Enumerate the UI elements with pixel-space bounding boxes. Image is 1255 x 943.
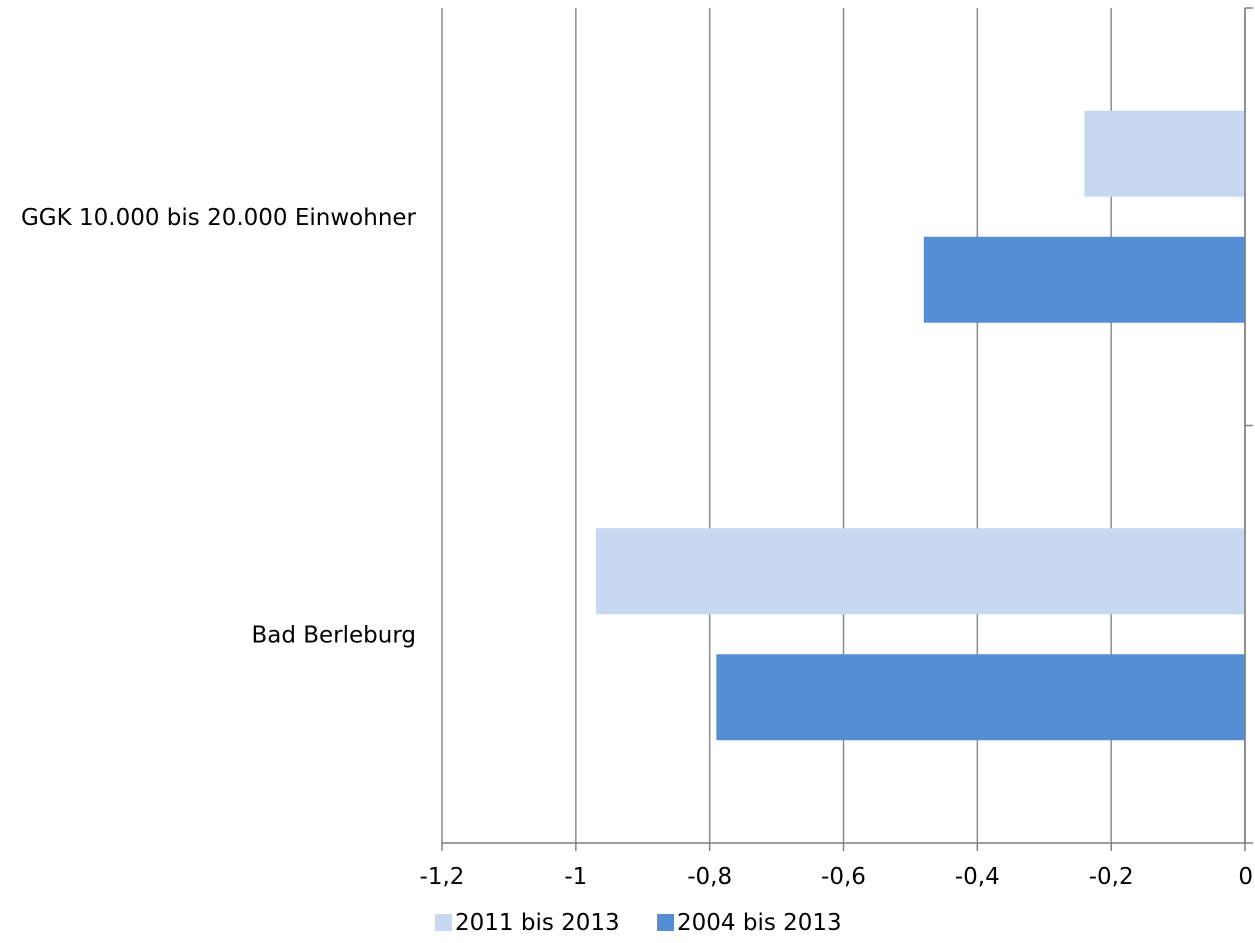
legend-label-1: 2004 bis 2013 bbox=[677, 910, 842, 936]
x-tick-label-5: -0,2 bbox=[1089, 864, 1134, 890]
bar-0-0 bbox=[1084, 110, 1245, 197]
x-tick-label-4: -0,4 bbox=[955, 864, 1000, 890]
bar-1-0 bbox=[595, 528, 1245, 615]
category-label-1: Bad Berleburg bbox=[251, 622, 416, 648]
x-tick-label-1: -1 bbox=[564, 864, 587, 890]
legend: 2011 bis 2013 2004 bis 2013 bbox=[435, 910, 842, 936]
bar-0-1 bbox=[923, 236, 1245, 323]
bars bbox=[595, 110, 1245, 741]
category-labels: GGK 10.000 bis 20.000 Einwohner Bad Berle… bbox=[21, 205, 417, 649]
axes bbox=[441, 7, 1253, 851]
x-tick-label-2: -0,8 bbox=[687, 864, 732, 890]
x-tick-label-0: -1,2 bbox=[420, 864, 465, 890]
x-axis-tick-labels: -1,2 -1 -0,8 -0,6 -0,4 -0,2 0 bbox=[420, 864, 1253, 890]
bar-1-1 bbox=[716, 654, 1245, 741]
legend-label-0: 2011 bis 2013 bbox=[455, 910, 620, 936]
legend-swatch-0 bbox=[435, 914, 452, 931]
category-label-0: GGK 10.000 bis 20.000 Einwohner bbox=[21, 205, 417, 231]
x-tick-label-6: 0 bbox=[1238, 864, 1253, 890]
legend-swatch-1 bbox=[657, 914, 674, 931]
x-tick-label-3: -0,6 bbox=[821, 864, 866, 890]
